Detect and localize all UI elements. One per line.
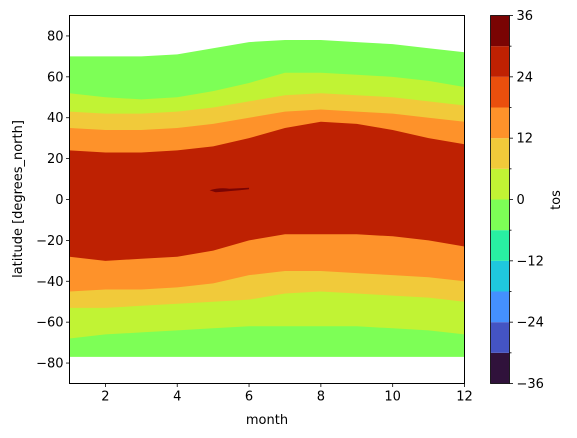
colorbar-segment [490,168,510,200]
y-tick-label: −20 [36,234,63,249]
colorbar-segment [490,15,510,47]
x-axis-ticks: 2 4 6 8 10 12 [101,383,473,405]
contour-band [209,187,250,193]
colorbar-segment [490,107,510,139]
x-tick-label: 4 [173,390,181,405]
colorbar-segment [490,352,510,384]
x-tick-label: 12 [456,390,473,405]
y-tick-label: 40 [47,111,64,126]
colorbar [490,15,510,384]
y-tick-label: −80 [36,357,63,372]
y-axis-label: latitude [degrees_north] [11,120,26,278]
x-tick-label: 8 [317,390,325,405]
colorbar-segment [490,46,510,77]
colorbar-label: tos [549,190,564,210]
colorbar-tick-label: 24 [517,70,534,85]
colorbar-segment [490,199,510,231]
colorbar-tick-label: 0 [517,193,525,208]
y-tick-label: 0 [55,193,63,208]
colorbar-tick-label: −12 [517,254,544,269]
y-tick-label: 20 [47,152,64,167]
y-axis-ticks: 80 60 40 20 0 −20 −40 −60 −80 [36,29,70,372]
colorbar-segment [490,138,510,169]
colorbar-tick-label: −24 [517,316,544,331]
colorbar-segment [490,260,510,292]
y-tick-label: 80 [47,29,64,44]
y-tick-label: −40 [36,275,63,290]
colorbar-tick-label: 12 [517,132,534,147]
x-axis-label: month [246,413,288,428]
colorbar-segment [490,230,510,261]
colorbar-segment [490,322,510,353]
contour-plot-area [69,40,465,357]
colorbar-tick-label: 36 [517,9,534,24]
colorbar-ticks: 36 24 12 0 −12 −24 −36 [509,9,544,392]
x-tick-label: 2 [101,390,109,405]
x-tick-label: 6 [245,390,253,405]
contour-band [69,121,465,261]
colorbar-segment [490,76,510,108]
colorbar-tick-label: −36 [517,377,544,392]
y-tick-label: 60 [47,70,64,85]
colorbar-segment [490,291,510,323]
x-tick-label: 10 [384,390,401,405]
y-tick-label: −60 [36,316,63,331]
